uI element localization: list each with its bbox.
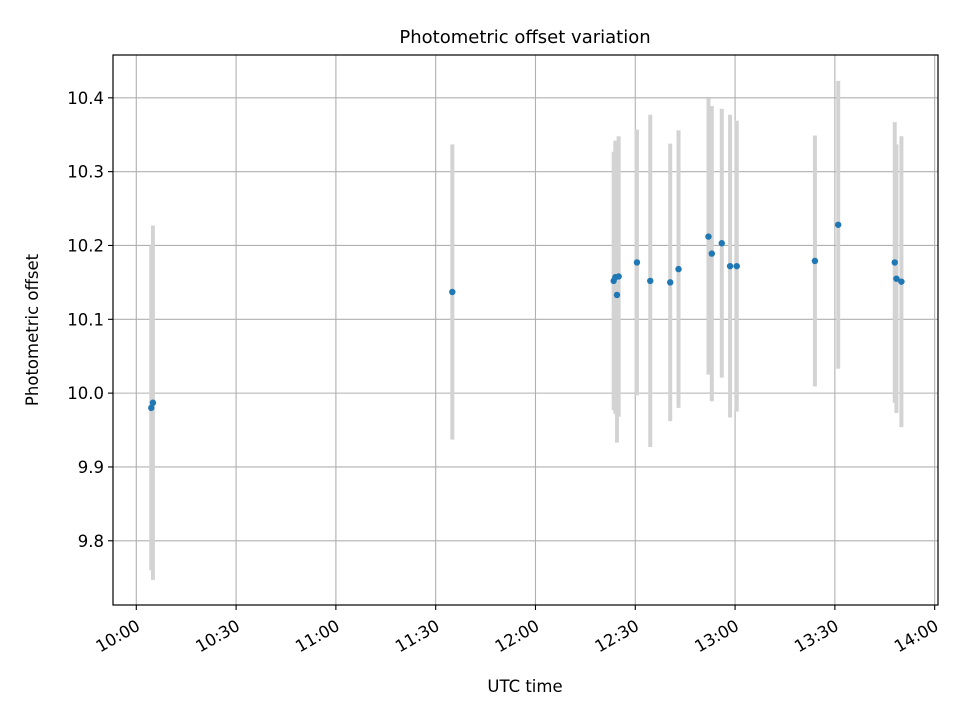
data-point: [718, 240, 725, 247]
y-tick-label: 10.4: [67, 89, 104, 108]
plot-area-frame: [112, 54, 939, 606]
data-point: [613, 291, 621, 299]
data-point: [733, 262, 740, 270]
y-tick-label: 10.1: [67, 310, 104, 329]
data-point: [893, 275, 900, 282]
y-tick-label: 10.2: [67, 236, 104, 255]
y-tick-label: 9.8: [78, 532, 104, 551]
data-point: [647, 277, 654, 285]
data-point: [891, 259, 898, 266]
y-axis-ticks: 9.8 9.9 10.0 10.1 10.2 10.3 10.4: [67, 89, 113, 551]
y-tick-label: 9.9: [78, 458, 104, 477]
data-point: [633, 259, 641, 266]
data-point: [835, 221, 842, 228]
y-tick-label: 10.0: [67, 384, 104, 403]
plot-area-background: [113, 55, 938, 605]
y-tick-label: 10.3: [67, 163, 104, 182]
data-point: [449, 288, 456, 296]
data-point: [726, 262, 734, 270]
x-axis-title: UTC time: [487, 677, 562, 696]
data-point: [667, 279, 674, 286]
data-point: [898, 278, 905, 285]
data-point: [675, 265, 682, 273]
data-point: [149, 399, 157, 406]
y-axis-title: Photometric offset: [23, 253, 42, 406]
data-point: [811, 257, 819, 265]
data-point: [615, 273, 622, 280]
data-point: [148, 404, 155, 412]
data-point: [705, 233, 712, 240]
data-point: [708, 250, 715, 257]
y-gridlines: [113, 97, 938, 542]
chart-title: Photometric offset variation: [399, 27, 650, 48]
data-points: [148, 221, 905, 412]
